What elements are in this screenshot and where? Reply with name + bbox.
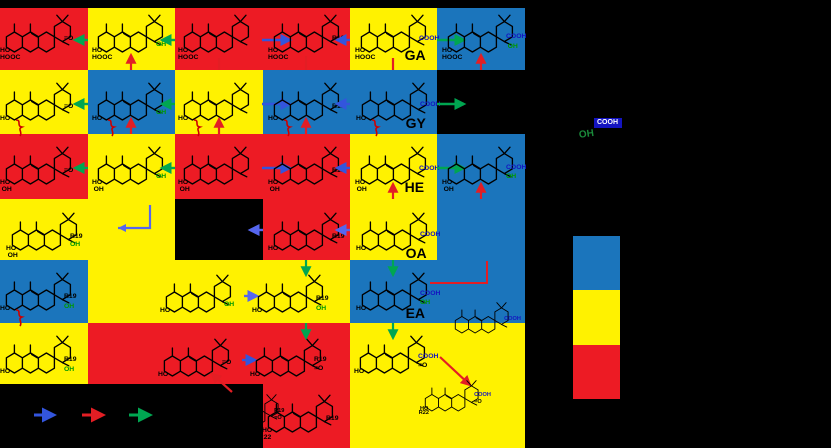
svg-text:OH: OH xyxy=(578,128,594,141)
